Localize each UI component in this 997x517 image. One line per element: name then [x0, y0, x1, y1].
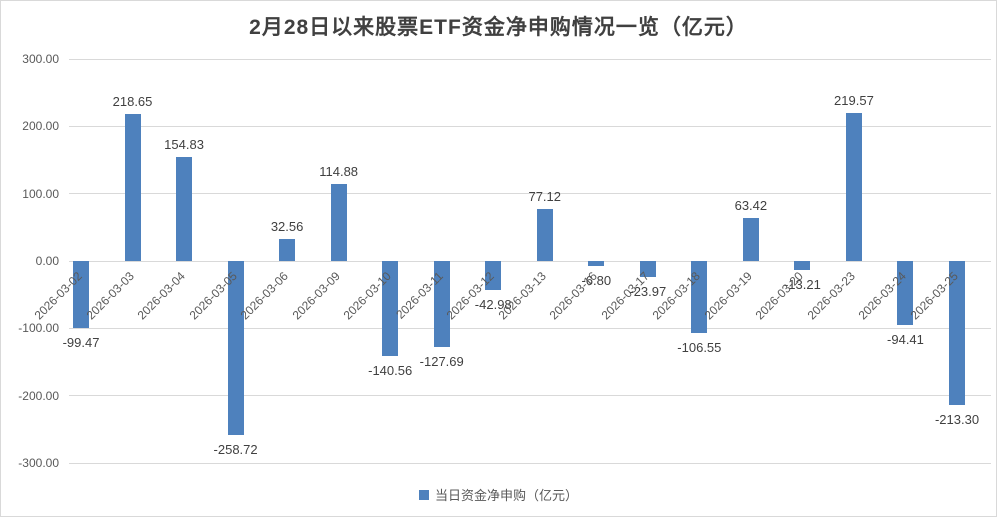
bar-value-label: -213.30 — [934, 411, 980, 427]
bar-value-label: -140.56 — [368, 362, 413, 378]
bar-value-label: -13.21 — [783, 276, 821, 292]
gridline — [69, 125, 991, 127]
bar — [485, 261, 502, 290]
bar — [176, 156, 193, 261]
bar — [845, 113, 862, 261]
bar-value-label: -23.97 — [629, 284, 667, 300]
bar-value-label: -94.41 — [887, 331, 924, 347]
bar-value-label: -258.72 — [213, 442, 258, 458]
y-axis-tick-label: 0.00 — [35, 254, 59, 268]
bar — [794, 261, 811, 270]
bar — [536, 209, 553, 261]
y-axis-tick-label: 300.00 — [22, 52, 59, 66]
bar-value-label: 218.65 — [112, 93, 153, 109]
legend-label: 当日资金净申购（亿元） — [434, 488, 578, 503]
bar-value-label: 219.57 — [834, 93, 874, 109]
bar — [949, 261, 965, 405]
bar-value-label: 32.56 — [270, 219, 304, 235]
bar-value-label: 114.88 — [319, 163, 359, 179]
bar — [73, 261, 89, 328]
bar — [897, 261, 914, 325]
y-axis-tick-label: -100.00 — [18, 321, 59, 336]
bar-value-label: -99.47 — [62, 334, 100, 350]
gridline — [69, 462, 991, 464]
bar — [382, 261, 399, 356]
bar — [433, 261, 450, 347]
legend-color-swatch — [418, 489, 429, 500]
y-axis-tick-label: 200.00 — [22, 119, 59, 134]
bar-value-label: 63.42 — [734, 198, 768, 214]
y-axis-tick-label: -300.00 — [18, 456, 59, 470]
bar — [124, 113, 141, 261]
bar — [742, 218, 759, 261]
bar-value-label: -42.98 — [474, 296, 512, 312]
gridline — [69, 395, 991, 397]
chart-title: 2月28日以来股票ETF资金净申购情况一览（亿元） — [249, 16, 748, 39]
bar-value-label: 154.83 — [164, 136, 204, 152]
bar-value-label: 77.12 — [528, 189, 562, 205]
legend: 当日资金净申购（亿元） — [1, 485, 996, 504]
y-axis-tick-label: -200.00 — [18, 388, 59, 403]
gridline — [69, 58, 991, 60]
bar — [588, 261, 605, 266]
bar — [691, 261, 708, 333]
bar — [639, 261, 656, 278]
bar-value-label: -106.55 — [677, 339, 722, 355]
bar-value-label: -6.80 — [581, 272, 612, 288]
bar — [330, 183, 347, 261]
gridline — [69, 327, 991, 329]
y-axis-tick-label: 100.00 — [22, 186, 59, 201]
x-axis-zero-line — [69, 260, 991, 262]
bar-value-label: -127.69 — [419, 353, 464, 369]
gridline — [69, 193, 991, 195]
bar — [279, 239, 296, 261]
bar — [227, 261, 244, 436]
